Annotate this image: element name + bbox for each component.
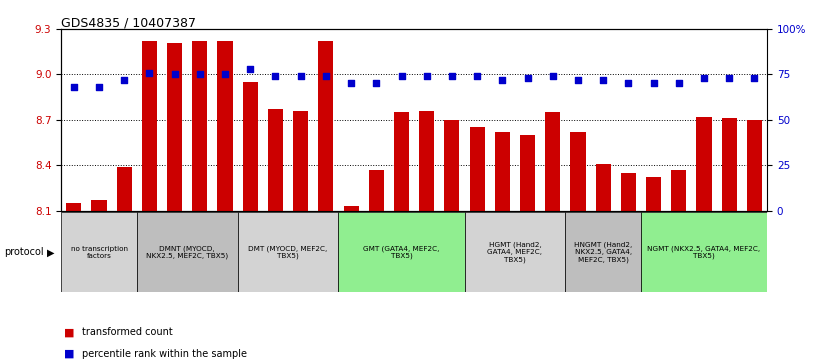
Bar (394, 112, 409, 211)
Bar (570, 132, 586, 211)
Point (193, 72, 206, 77)
Bar (318, 41, 334, 211)
Bar (469, 127, 485, 211)
Point (748, 75, 761, 81)
Text: percentile rank within the sample: percentile rank within the sample (82, 349, 246, 359)
Bar (242, 82, 258, 211)
Point (471, 73, 484, 79)
Bar (66, 203, 82, 211)
Bar (268, 109, 283, 211)
Point (571, 77, 584, 83)
Bar (293, 111, 308, 211)
Point (344, 81, 357, 86)
Point (168, 72, 181, 77)
Point (395, 73, 408, 79)
Bar (464, 212, 565, 292)
Text: ▶: ▶ (47, 247, 55, 257)
Bar (565, 212, 641, 292)
Point (219, 72, 232, 77)
Point (67, 84, 80, 90)
Bar (218, 41, 233, 211)
Bar (117, 167, 131, 211)
Point (269, 73, 282, 79)
Text: ■: ■ (64, 349, 74, 359)
Text: DMT (MYOCD, MEF2C,
TBX5): DMT (MYOCD, MEF2C, TBX5) (248, 245, 328, 259)
Bar (494, 132, 510, 211)
Text: HNGMT (Hand2,
NKX2.5, GATA4,
MEF2C, TBX5): HNGMT (Hand2, NKX2.5, GATA4, MEF2C, TBX5… (574, 242, 632, 263)
Bar (137, 212, 237, 292)
Bar (237, 212, 339, 292)
Text: NGMT (NKX2.5, GATA4, MEF2C,
TBX5): NGMT (NKX2.5, GATA4, MEF2C, TBX5) (647, 245, 761, 259)
Text: GDS4835 / 10407387: GDS4835 / 10407387 (61, 16, 196, 29)
Bar (142, 41, 157, 211)
Bar (339, 212, 464, 292)
Bar (61, 212, 137, 292)
Bar (596, 164, 610, 211)
Point (92, 84, 105, 90)
Text: transformed count: transformed count (82, 327, 172, 337)
Bar (696, 117, 712, 211)
Point (143, 70, 156, 76)
Point (647, 81, 660, 86)
Point (596, 77, 610, 83)
Text: protocol: protocol (4, 247, 44, 257)
Point (672, 81, 685, 86)
Text: no transcription
factors: no transcription factors (70, 246, 127, 259)
Bar (91, 200, 107, 211)
Point (118, 77, 131, 83)
Bar (419, 111, 434, 211)
Point (723, 75, 736, 81)
Bar (369, 170, 384, 211)
Point (496, 77, 509, 83)
Point (521, 75, 534, 81)
Bar (520, 135, 535, 211)
Point (698, 75, 711, 81)
Bar (646, 177, 661, 211)
Bar (344, 206, 359, 211)
Point (546, 73, 559, 79)
Point (622, 81, 635, 86)
Bar (445, 120, 459, 211)
Point (244, 66, 257, 72)
Bar (545, 112, 561, 211)
Point (446, 73, 459, 79)
Point (420, 73, 433, 79)
Text: DMNT (MYOCD,
NKX2.5, MEF2C, TBX5): DMNT (MYOCD, NKX2.5, MEF2C, TBX5) (146, 245, 228, 259)
Text: HGMT (Hand2,
GATA4, MEF2C,
TBX5): HGMT (Hand2, GATA4, MEF2C, TBX5) (487, 242, 543, 263)
Bar (621, 173, 636, 211)
Point (294, 73, 307, 79)
Text: GMT (GATA4, MEF2C,
TBX5): GMT (GATA4, MEF2C, TBX5) (363, 245, 440, 259)
Text: ■: ■ (64, 327, 74, 337)
Bar (721, 118, 737, 211)
Bar (193, 41, 207, 211)
Bar (672, 170, 686, 211)
Bar (167, 42, 182, 211)
Bar (641, 212, 767, 292)
Point (319, 73, 332, 79)
Point (370, 81, 383, 86)
Bar (747, 120, 762, 211)
